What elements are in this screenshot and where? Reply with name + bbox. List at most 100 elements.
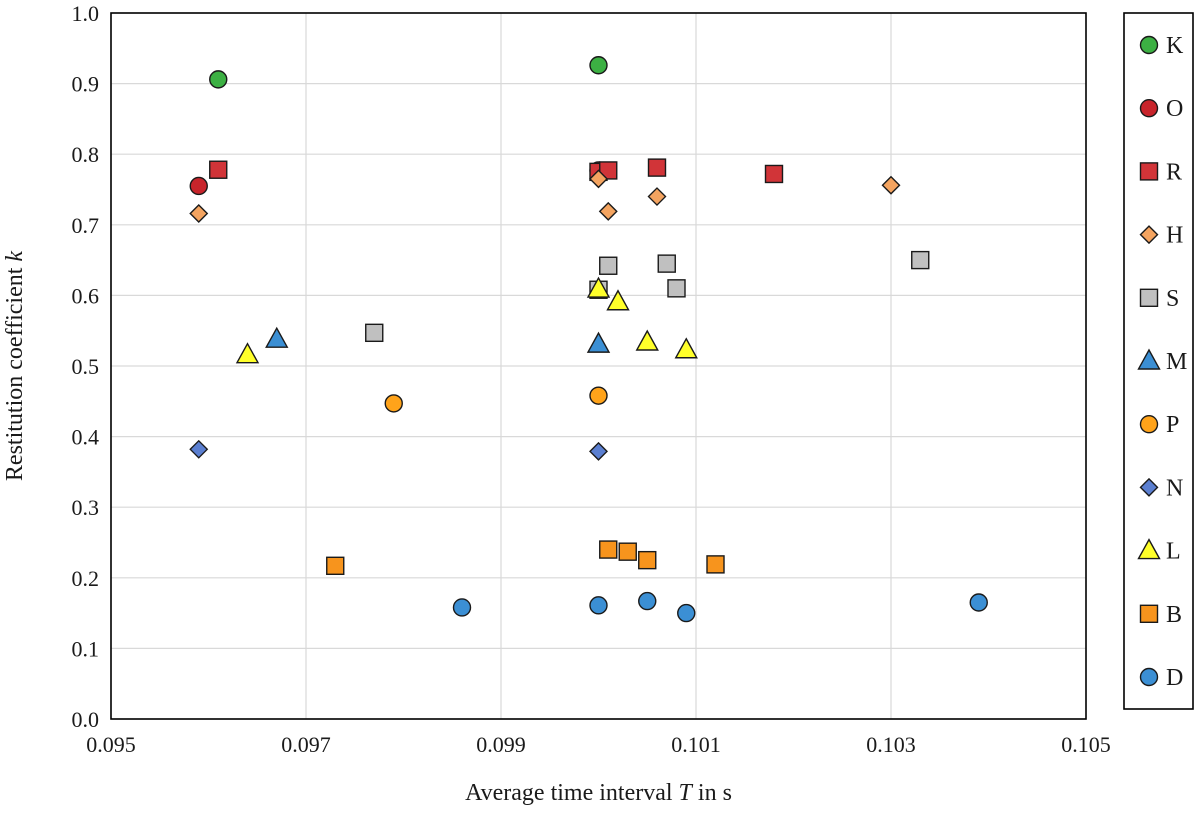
legend-item-k: K — [1139, 33, 1184, 59]
series-m — [265, 326, 611, 353]
data-point-d — [452, 598, 472, 617]
data-point-p — [589, 386, 608, 405]
data-point-r — [764, 164, 784, 184]
y-axis-title-part-1: Restitution coefficient — [2, 262, 28, 482]
data-point-s — [365, 323, 384, 343]
series-h — [189, 169, 901, 223]
data-points — [189, 56, 988, 623]
legend-marker-n — [1139, 477, 1159, 497]
legend-item-l: L — [1137, 538, 1181, 565]
x-tick-label: 0.103 — [866, 732, 916, 757]
data-point-n — [589, 441, 608, 461]
legend-marker-s — [1139, 288, 1159, 307]
y-tick-label: 0.4 — [72, 425, 100, 450]
y-tick-label: 0.9 — [72, 72, 100, 97]
legend-item-n: N — [1139, 475, 1183, 501]
series-p — [384, 386, 608, 413]
data-point-k — [209, 70, 228, 89]
x-axis-title: Average time interval T in s — [465, 780, 732, 806]
data-point-o — [189, 176, 208, 196]
data-point-n — [189, 439, 209, 459]
data-point-p — [384, 394, 403, 413]
legend-marker-m — [1137, 348, 1161, 370]
data-point-b — [326, 556, 345, 575]
legend-marker-d — [1139, 667, 1159, 687]
legend-label: H — [1166, 223, 1183, 249]
y-tick-label: 0.6 — [72, 283, 100, 308]
legend-label: L — [1166, 539, 1181, 565]
data-point-r — [599, 161, 618, 180]
data-point-d — [677, 603, 696, 623]
legend-item-o: O — [1139, 96, 1183, 122]
legend-label: R — [1166, 159, 1182, 185]
series-l — [235, 276, 698, 364]
data-point-l — [235, 342, 260, 364]
y-axis-title-variable: k — [2, 251, 28, 262]
y-tick-label: 1.0 — [72, 1, 100, 26]
data-point-d — [589, 596, 608, 615]
legend-label: D — [1166, 665, 1183, 691]
data-point-l — [606, 289, 630, 311]
y-tick-label: 0.8 — [72, 142, 100, 167]
data-point-k — [589, 56, 608, 75]
legend-label: N — [1166, 475, 1183, 501]
data-point-h — [598, 201, 618, 221]
series-d — [452, 591, 988, 623]
x-axis-title-part-2: in s — [692, 780, 732, 806]
data-point-s — [911, 250, 930, 270]
y-axis-title: Restitution coefficient k — [2, 251, 28, 482]
data-point-r — [647, 158, 667, 177]
legend-label: B — [1166, 602, 1182, 628]
data-point-b — [638, 550, 657, 570]
y-tick-label: 0.0 — [72, 707, 100, 732]
legend-item-p: P — [1139, 412, 1179, 438]
data-point-b — [618, 542, 637, 561]
legend-label: S — [1166, 286, 1179, 312]
legend-marker-r — [1139, 162, 1159, 181]
data-point-r — [209, 160, 228, 179]
legend-marker-p — [1139, 415, 1159, 434]
legend-marker-h — [1139, 225, 1159, 245]
x-axis-title-variable: T — [679, 780, 694, 806]
series-b — [326, 540, 725, 575]
data-point-h — [589, 169, 608, 189]
legend-item-m: M — [1137, 348, 1187, 375]
data-point-b — [599, 540, 618, 559]
legend-marker-o — [1139, 98, 1159, 118]
legend-item-s: S — [1139, 286, 1179, 312]
series-k — [209, 56, 608, 89]
legend-box — [1123, 12, 1194, 710]
legend-item-b: B — [1139, 602, 1182, 628]
x-tick-label: 0.099 — [476, 732, 526, 757]
y-tick-label: 0.1 — [72, 636, 100, 661]
x-axis-tick-labels: 0.095 0.097 0.099 0.101 0.103 0.105 — [86, 732, 1111, 757]
y-tick-label: 0.7 — [72, 213, 100, 238]
legend-marker-l — [1137, 538, 1161, 560]
legend-marker-b — [1139, 604, 1159, 623]
plot-area-border — [110, 12, 1087, 720]
data-point-s — [667, 279, 686, 298]
data-point-m — [586, 331, 611, 353]
data-point-h — [647, 187, 667, 207]
data-point-l — [586, 276, 611, 298]
y-axis-tick-labels: 0.0 0.1 0.2 0.3 0.4 0.5 0.6 0.7 0.8 0.9 1.0 — [72, 1, 100, 732]
x-tick-label: 0.095 — [86, 732, 136, 757]
legend-label: O — [1166, 96, 1183, 122]
y-tick-label: 0.3 — [72, 495, 100, 520]
x-tick-label: 0.101 — [671, 732, 721, 757]
data-point-l — [674, 337, 698, 359]
data-point-d — [969, 593, 988, 612]
legend-label: M — [1166, 349, 1187, 375]
data-point-d — [638, 591, 657, 611]
series-n — [189, 439, 608, 461]
data-point-h — [189, 204, 209, 223]
data-point-h — [881, 175, 901, 195]
y-tick-label: 0.5 — [72, 354, 100, 379]
data-point-b — [706, 555, 725, 574]
legend-item-d: D — [1139, 665, 1183, 691]
data-point-l — [635, 329, 659, 351]
legend-item-h: H — [1139, 223, 1183, 249]
